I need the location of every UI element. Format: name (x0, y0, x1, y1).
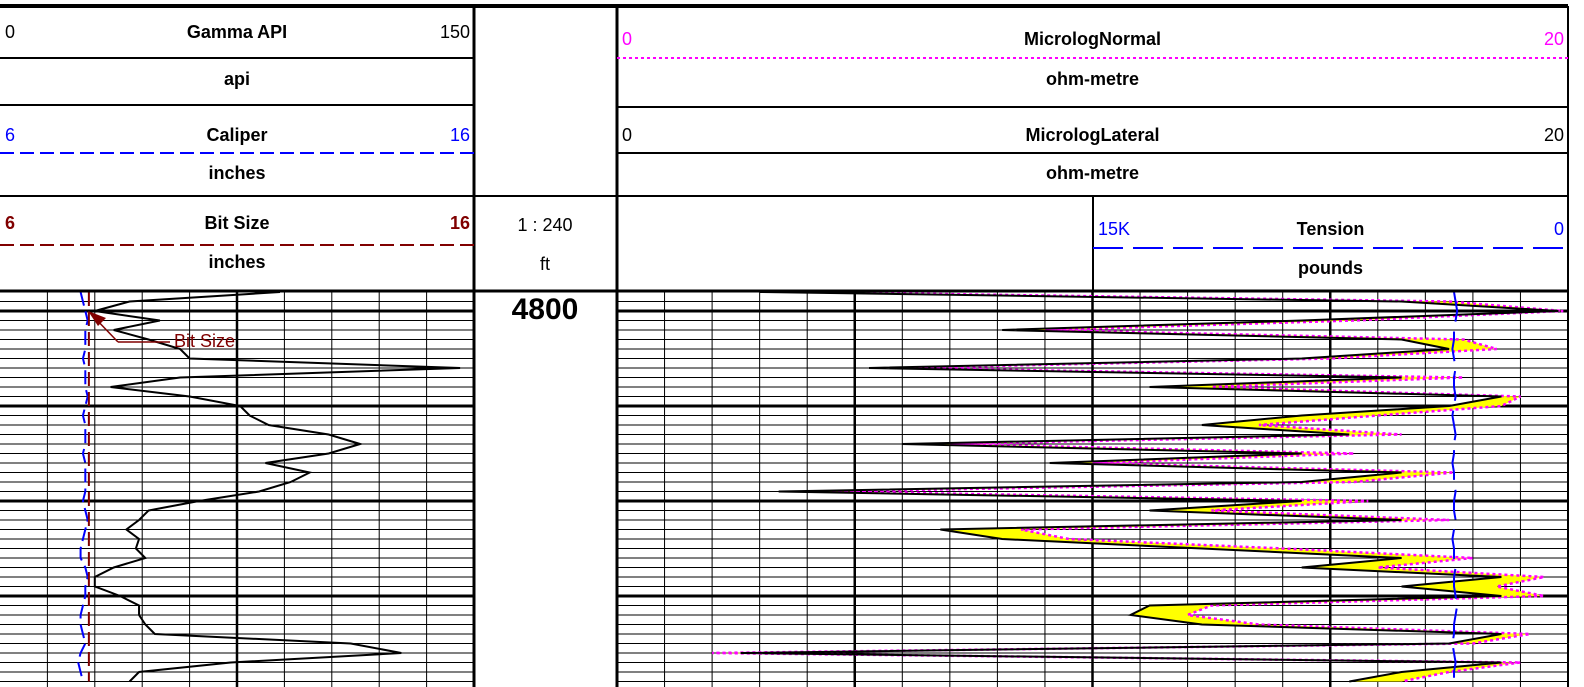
scale-right: 16 (450, 125, 470, 145)
curve-unit: inches (208, 252, 265, 272)
scale-right: 16 (450, 213, 470, 233)
curve-unit: ohm-metre (1046, 69, 1139, 89)
scale-right: 20 (1544, 29, 1564, 49)
scale-left: 6 (5, 125, 15, 145)
curve-unit: inches (208, 163, 265, 183)
annotation: Bit Size (174, 331, 235, 351)
curve-unit: ohm-metre (1046, 163, 1139, 183)
annotation-arrowhead (88, 311, 106, 326)
scale-left: 15K (1098, 219, 1130, 239)
curves (77, 292, 1564, 683)
curve-name: Tension (1297, 219, 1365, 239)
curve-name: Gamma API (187, 22, 287, 42)
separation-fill (712, 292, 1564, 682)
scale-left: 0 (622, 125, 632, 145)
scale-left: 0 (5, 22, 15, 42)
scale-left: 6 (5, 213, 15, 233)
fills (712, 292, 1564, 682)
depth-label: 4800 (512, 293, 579, 326)
curve-name: Caliper (206, 125, 267, 145)
curve-unit: api (224, 69, 250, 89)
curve (1451, 292, 1459, 682)
scale: 1 : 240 (517, 215, 572, 235)
curve-name: MicrologNormal (1024, 29, 1161, 49)
curve-unit: pounds (1298, 258, 1363, 278)
frame: 1 : 240 ft (0, 4, 1569, 687)
curve (77, 292, 89, 682)
scale-right: 150 (440, 22, 470, 42)
curve-name: MicrologLateral (1025, 125, 1159, 145)
scale-left: 0 (622, 29, 632, 49)
scale-right: 20 (1544, 125, 1564, 145)
labels: 4800 0 150 Gamma API api 6 16 Caliper inches 6 16 B… (0, 22, 1568, 351)
depth-unit: ft (540, 254, 550, 274)
curve (93, 292, 461, 683)
curve-name: Bit Size (204, 213, 269, 233)
curve (740, 292, 1559, 683)
scale-right: 0 (1554, 219, 1564, 239)
